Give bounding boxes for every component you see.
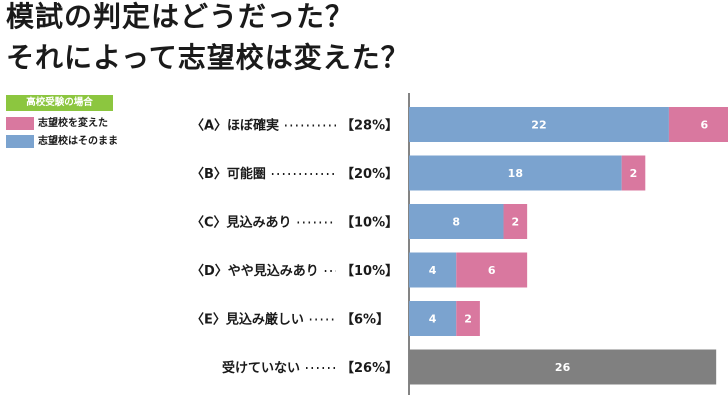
bar-value-label: 18 [508,167,523,180]
legend-swatch-unchanged [6,135,34,148]
legend-label-changed: 志望校を変えた [38,118,108,129]
bar-segment [409,155,622,191]
bar-value-label: 8 [452,216,460,229]
chart-title-line-1: 模試の判定はどうだった？ [6,0,355,33]
bar-segment [409,107,669,142]
bar-segment [409,301,457,336]
category-label: 〈A〉ほぼ確実 [191,118,279,134]
bar-value-label: 4 [429,264,437,277]
bar-value-label: 2 [630,167,638,180]
bar-value-label: 6 [488,264,496,277]
legend-swatch-changed [6,117,34,130]
category-percent-label: 【10%】 [341,215,398,231]
category-percent-label: 【28%】 [341,118,398,134]
bar-value-label: 22 [531,119,546,132]
bar-value-label: 4 [429,313,437,326]
category-percent-label: 【20%】 [341,166,398,182]
bar-segment [503,204,528,239]
bar-segment [668,107,728,142]
category-label: 〈C〉見込みあり [191,215,292,231]
bar-value-label: 6 [701,119,709,132]
legend-header-badge: 高校受験の場合 [6,95,113,111]
bar-value-label: 2 [512,216,520,229]
bar-segment [409,252,457,288]
chart-title-line-2: それによって志望校は変えた？ [6,41,410,74]
bar-segment [456,301,480,336]
bar-segment [409,204,504,239]
bar-segment [456,252,528,288]
category-percent-label: 【26%】 [341,360,398,376]
category-label: 〈E〉見込み厳しい [191,312,304,328]
bar-segment [621,155,646,191]
category-percent-label: 【10%】 [341,263,398,279]
legend-label-unchanged: 志望校はそのまま [38,136,118,147]
category-percent-label: 【6%】 [341,312,389,328]
category-label: 〈D〉やや見込みあり [191,263,319,279]
bar-value-label: 26 [555,361,571,374]
bar-segment [409,349,717,385]
category-label: 受けていない [222,360,300,376]
category-label: 〈B〉可能圏 [191,166,266,182]
bar-value-label: 2 [464,313,472,326]
